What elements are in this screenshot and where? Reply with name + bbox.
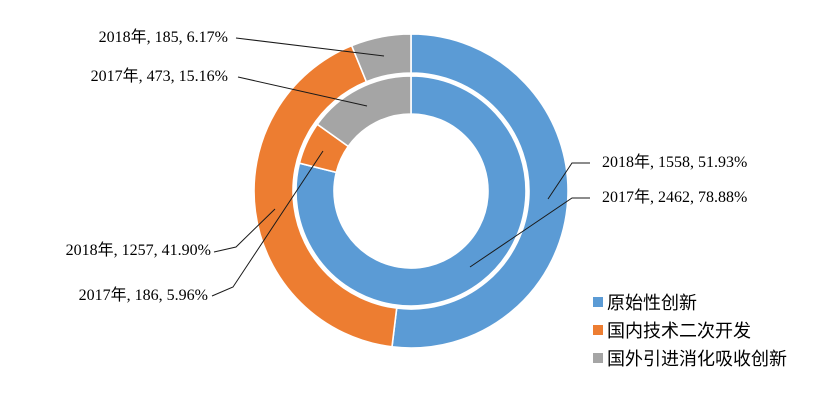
leader-lines <box>211 37 590 297</box>
legend-item-label: 原始性创新 <box>607 293 697 313</box>
leader-line <box>469 197 590 268</box>
slice-2017年-原始性创新 <box>295 75 527 307</box>
leader-line <box>211 150 324 297</box>
leader-line <box>235 37 385 57</box>
slice-2018年-原始性创新 <box>391 33 569 349</box>
leader-line <box>213 208 276 253</box>
leader-line <box>237 76 368 107</box>
legend-item-foreign: 国外引进消化吸收创新 <box>593 344 787 372</box>
data-label-2017-domestic: 2017年, 186, 5.96% <box>78 287 208 304</box>
legend-swatch-icon <box>593 353 603 363</box>
data-label-2017-original: 2017年, 2462, 78.88% <box>602 189 748 206</box>
slice-2018年-国内技术二次开发 <box>253 44 398 348</box>
legend-item-label: 国外引进消化吸收创新 <box>607 349 787 369</box>
legend-item-domestic: 国内技术二次开发 <box>593 316 787 344</box>
leader-line <box>547 162 590 200</box>
legend-item-original: 原始性创新 <box>593 288 787 316</box>
data-label-2018-foreign: 2018年, 185, 6.17% <box>98 29 228 46</box>
legend: 原始性创新 国内技术二次开发 国外引进消化吸收创新 <box>593 288 787 372</box>
data-label-2017-foreign: 2017年, 473, 15.16% <box>90 68 228 85</box>
legend-item-label: 国内技术二次开发 <box>607 321 751 341</box>
data-label-2018-original: 2018年, 1558, 51.93% <box>602 154 748 171</box>
data-label-2018-domestic: 2018年, 1257, 41.90% <box>65 242 211 259</box>
legend-swatch-icon <box>593 325 603 335</box>
legend-swatch-icon <box>593 297 603 307</box>
donut-slices <box>253 33 569 349</box>
slice-2018年-国外引进消化吸收创新 <box>350 33 412 83</box>
